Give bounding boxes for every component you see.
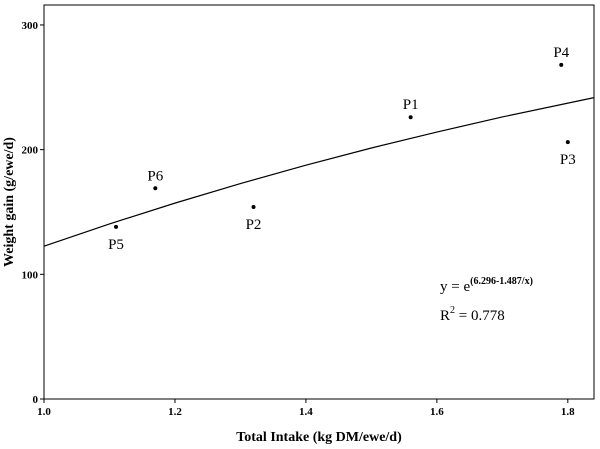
y-tick-label: 300 xyxy=(22,20,39,32)
x-tick-label: 1.0 xyxy=(37,406,51,418)
equation: y = e(6.296-1.487/x) xyxy=(440,276,533,295)
x-axis-title: Total Intake (kg DM/ewe/d) xyxy=(236,430,402,445)
point xyxy=(251,204,256,209)
y-tick-label: 200 xyxy=(22,145,39,157)
x-tick-label: 1.2 xyxy=(168,406,182,418)
x-tick-label: 1.8 xyxy=(561,406,575,418)
y-axis-title: Weight gain (g/ewe/d) xyxy=(2,137,17,267)
point-label: P6 xyxy=(147,168,163,184)
y-tick-label: 0 xyxy=(33,394,39,406)
point xyxy=(114,224,119,229)
point xyxy=(153,186,158,191)
r-squared: R2 = 0.778 xyxy=(440,305,505,324)
y-tick-label: 100 xyxy=(22,269,39,281)
point-label: P3 xyxy=(560,152,576,168)
r-squared-base: R xyxy=(440,308,450,324)
point-label: P5 xyxy=(108,237,124,253)
plot-frame xyxy=(43,4,595,400)
point-label: P1 xyxy=(403,97,419,113)
point xyxy=(408,115,413,120)
equation-exponent: (6.296-1.487/x) xyxy=(470,276,533,287)
fit-curve xyxy=(43,97,595,247)
r-squared-exponent: 2 xyxy=(450,305,455,316)
x-tick-label: 1.6 xyxy=(430,406,444,418)
point xyxy=(559,62,564,67)
point xyxy=(565,140,570,145)
point-label: P4 xyxy=(553,45,569,61)
equation-base: y = e xyxy=(440,279,470,295)
r-squared-value: = 0.778 xyxy=(455,308,505,324)
x-tick-label: 1.4 xyxy=(299,406,313,418)
point-label: P2 xyxy=(246,217,262,233)
